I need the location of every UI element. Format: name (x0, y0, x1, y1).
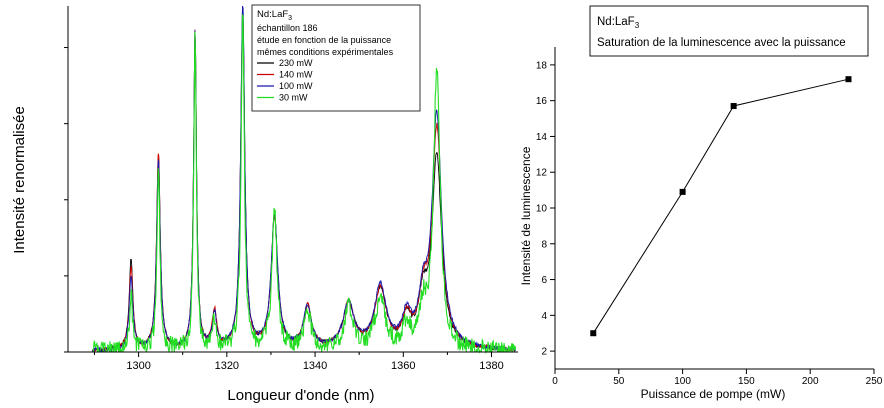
saturation-x-tick-label: 150 (738, 376, 755, 387)
spectrum-x-axis-title: Longueur d'onde (nm) (227, 387, 374, 404)
spectrum-sample-label: Nd:LaF3 (257, 9, 292, 22)
saturation-x-tick-label: 250 (866, 376, 883, 387)
saturation-x-tick-label: 100 (674, 376, 691, 387)
spectrum-y-axis-title: Intensité renormalisée (11, 106, 28, 254)
spectrum-traces (91, 5, 517, 355)
legend-entry-label: 30 mW (279, 93, 308, 103)
saturation-y-tick-label: 14 (536, 132, 548, 143)
saturation-y-tick-label: 12 (536, 168, 548, 179)
spectrum-series-line (92, 14, 517, 355)
spectrum-x-tick-label: 1300 (126, 360, 150, 372)
saturation-y-tick-label: 18 (536, 60, 548, 71)
sample-subscript: 3 (288, 15, 292, 22)
saturation-x-tick-label: 200 (802, 376, 819, 387)
spectrum-annotation-line: étude en fonction de la puissance (257, 35, 391, 45)
saturation-y-tick-label: 10 (536, 204, 548, 215)
saturation-y-tick-label: 8 (541, 239, 547, 250)
saturation-title-prefix: Nd:LaF (597, 16, 635, 28)
spectrum-annotation-line: échantillon 186 (257, 23, 318, 33)
spectrum-x-tick-label: 1380 (479, 360, 503, 372)
saturation-y-tick-label: 6 (541, 275, 547, 286)
spectrum-y-axis (64, 6, 69, 353)
saturation-data-point (679, 188, 686, 195)
saturation-x-axis-title: Puissance de pompe (mW) (641, 387, 786, 401)
saturation-title: Saturation de la luminescence avec la pu… (597, 37, 846, 49)
saturation-y-tick-label: 4 (541, 311, 547, 322)
saturation-y-axis-title: Intensité de luminescence (519, 146, 533, 285)
saturation-data-point (730, 103, 737, 110)
spectrum-legend: Nd:LaF3 échantillon 186 étude en fonctio… (251, 4, 421, 112)
saturation-sample-label: Nd:LaF3 (597, 16, 640, 30)
spectrum-x-tick-label: 1320 (215, 360, 239, 372)
legend-entry-label: 140 mW (279, 70, 313, 80)
spectrum-annotation-line: mêmes conditions expérimentales (257, 47, 394, 57)
saturation-data-point (845, 76, 852, 83)
saturation-chart: Nd:LaF3 Saturation de la luminescence av… (519, 5, 883, 401)
saturation-title-frame (589, 5, 869, 57)
saturation-series-line (592, 78, 849, 334)
legend-entry-label: 100 mW (279, 81, 313, 91)
saturation-data-point (590, 330, 597, 337)
spectrum-chart: 1300 1320 1340 1360 1380 Longueur d'onde (nm… (11, 4, 518, 404)
saturation-series (590, 76, 852, 337)
legend-entry-label: 230 mW (279, 58, 313, 68)
saturation-x-tick-label: 0 (552, 376, 558, 387)
saturation-y-tick-label: 2 (541, 347, 547, 358)
saturation-title-subscript: 3 (635, 21, 640, 30)
spectrum-legend-box (251, 4, 421, 112)
spectrum-x-axis: 1300 1320 1340 1360 1380 (68, 351, 518, 372)
saturation-x-tick-label: 50 (613, 376, 625, 387)
spectrum-x-tick-label: 1340 (303, 360, 327, 372)
sample-prefix: Nd:LaF (257, 9, 288, 20)
spectrum-series-line (91, 5, 516, 353)
saturation-axes: 0 50 100 150 200 250 2 4 6 8 10 12 14 16 18 (536, 47, 883, 387)
spectrum-x-tick-label: 1360 (391, 360, 415, 372)
saturation-y-tick-label: 16 (536, 96, 548, 107)
saturation-title-box: Nd:LaF3 Saturation de la luminescence av… (589, 5, 869, 57)
